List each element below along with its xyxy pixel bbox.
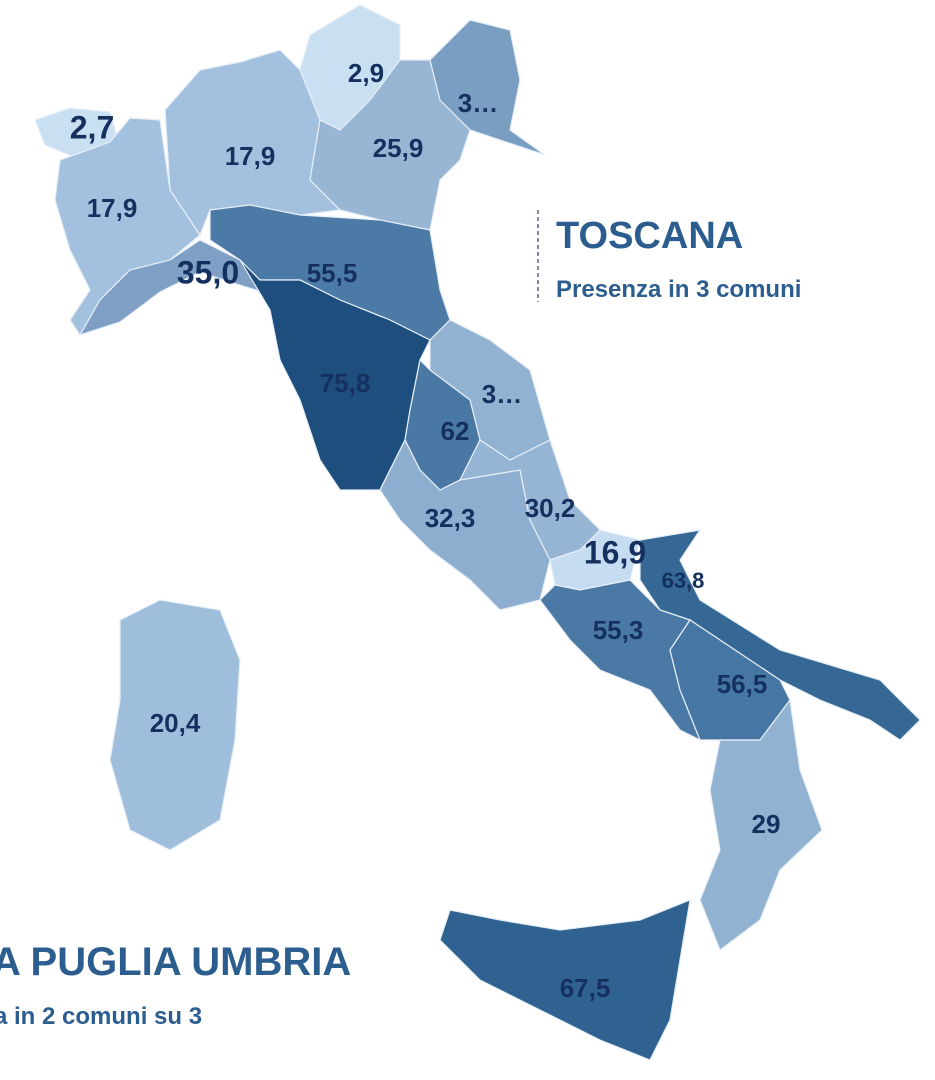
region-label: 2,9: [348, 58, 384, 88]
region: [109, 599, 241, 851]
annotation-title: A PUGLIA UMBRIA: [0, 940, 351, 984]
region-label: 55,3: [593, 615, 644, 645]
region-label: 17,9: [225, 141, 276, 171]
region-label: 20,4: [150, 708, 201, 738]
regions: [34, 4, 921, 1061]
region-label: 17,9: [87, 193, 138, 223]
annotation-subtitle: Presenza in 3 comuni: [556, 276, 801, 303]
region-labels: 2,7 17,9 17,9 2,9 25,9 3… 35,0 55,5 75,8…: [70, 58, 781, 1003]
region-label: 75,8: [320, 368, 371, 398]
region: [699, 698, 823, 951]
region-label: 35,0: [177, 254, 239, 290]
region-label: 30,2: [525, 493, 576, 523]
region-label: 62: [441, 416, 470, 446]
region-label: 16,9: [584, 534, 646, 570]
region-label: 25,9: [373, 133, 424, 163]
region-label: 63,8: [662, 568, 705, 593]
region-label: 32,3: [425, 503, 476, 533]
region-label: 29: [752, 809, 781, 839]
region-label: 55,5: [307, 258, 358, 288]
region-label: 2,7: [70, 109, 114, 145]
region-label: 3…: [482, 379, 522, 409]
region-label: 67,5: [560, 973, 611, 1003]
annotation-subtitle: a in 2 comuni su 3: [0, 1003, 202, 1030]
region-label: 56,5: [717, 669, 768, 699]
annotation-title: TOSCANA: [556, 215, 743, 257]
region: [429, 19, 546, 156]
region-label: 3…: [458, 88, 498, 118]
region: [439, 899, 691, 1061]
region: [78, 239, 264, 337]
